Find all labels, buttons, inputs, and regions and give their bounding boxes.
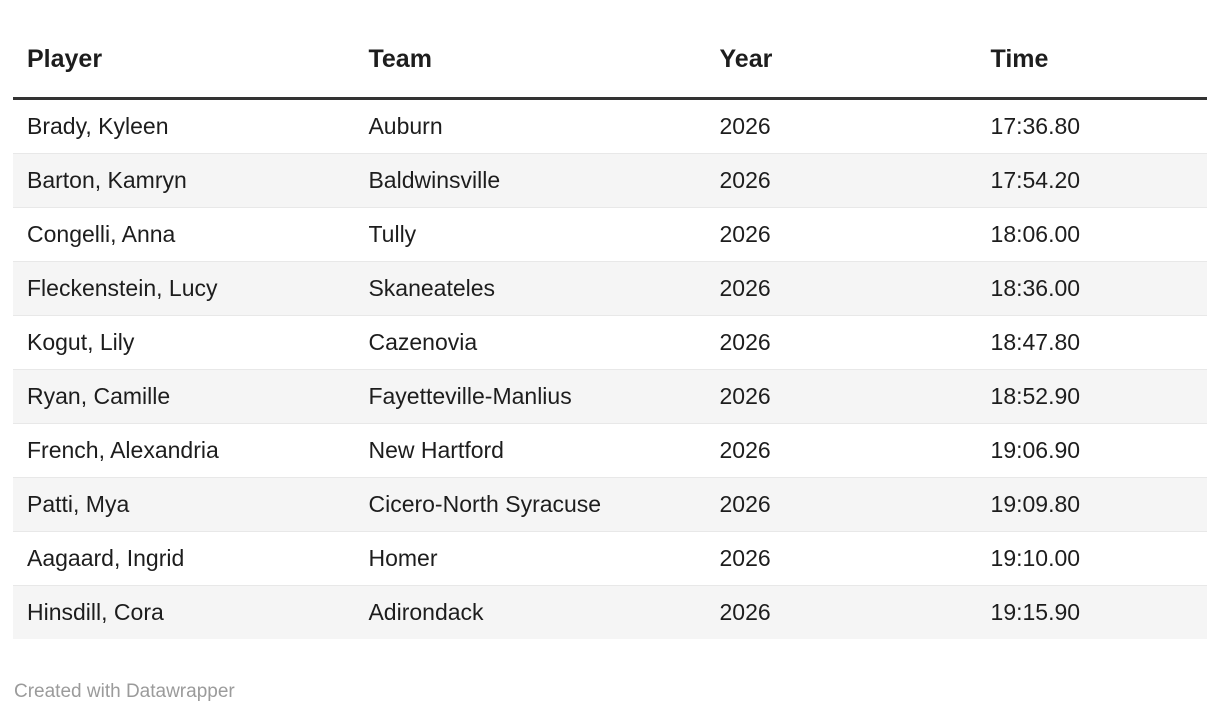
cell-player: Hinsdill, Cora — [13, 585, 355, 639]
table-row: Hinsdill, Cora Adirondack 2026 19:15.90 — [13, 585, 1207, 639]
table-row: Barton, Kamryn Baldwinsville 2026 17:54.20 — [13, 153, 1207, 208]
cell-player: Aagaard, Ingrid — [13, 531, 355, 586]
cell-player: Fleckenstein, Lucy — [13, 261, 355, 316]
cell-team: Tully — [354, 207, 706, 262]
table-row: Kogut, Lily Cazenovia 2026 18:47.80 — [13, 315, 1207, 370]
cell-player: Patti, Mya — [13, 477, 355, 532]
cell-time: 18:47.80 — [976, 315, 1207, 370]
cell-time: 19:15.90 — [976, 585, 1207, 639]
column-header-player: Player — [13, 30, 355, 100]
cell-year: 2026 — [705, 423, 977, 478]
cell-time: 19:10.00 — [976, 531, 1207, 586]
cell-year: 2026 — [705, 261, 977, 316]
cell-time: 19:09.80 — [976, 477, 1207, 532]
table-row: Brady, Kyleen Auburn 2026 17:36.80 — [13, 98, 1207, 154]
cell-player: Brady, Kyleen — [27, 113, 169, 139]
cell-year: 2026 — [705, 477, 977, 532]
cell-team: New Hartford — [354, 423, 706, 478]
cell-player: French, Alexandria — [13, 423, 355, 478]
table-row: Fleckenstein, Lucy Skaneateles 2026 18:36.0… — [13, 261, 1207, 316]
cell-team: Skaneateles — [354, 261, 706, 316]
cell-time: 19:06.90 — [976, 423, 1207, 478]
cell-time: 18:52.90 — [976, 369, 1207, 424]
cell-year: 2026 — [705, 315, 977, 370]
results-table: Player Team Year Time Brady, Kyleen Aubur… — [13, 30, 1207, 639]
table-row: Ryan, Camille Fayetteville-Manlius 2026 18:… — [13, 369, 1207, 424]
table-header: Player Team Year Time — [13, 30, 1207, 100]
table-body: Brady, Kyleen Auburn 2026 17:36.80 Barton, K… — [13, 98, 1207, 639]
cell-year: 2026 — [705, 531, 977, 586]
cell-time: 17:54.20 — [976, 153, 1207, 208]
cell-year: 2026 — [719, 113, 771, 139]
cell-team: Cazenovia — [354, 315, 706, 370]
table-row: French, Alexandria New Hartford 2026 19:06.… — [13, 423, 1207, 478]
cell-time: 18:36.00 — [976, 261, 1207, 316]
cell-team: Adirondack — [354, 585, 706, 639]
cell-year: 2026 — [705, 369, 977, 424]
cell-time: 17:36.80 — [990, 113, 1081, 139]
cell-team: Fayetteville-Manlius — [354, 369, 706, 424]
cell-player: Barton, Kamryn — [13, 153, 355, 208]
cell-year: 2026 — [705, 153, 977, 208]
cell-time: 18:06.00 — [976, 207, 1207, 262]
cell-team: Baldwinsville — [354, 153, 706, 208]
table-row: Aagaard, Ingrid Homer 2026 19:10.00 — [13, 531, 1207, 586]
column-header-team: Team — [354, 30, 706, 100]
table-container: Player Team Year Time Brady, Kyleen Aubur… — [13, 30, 1207, 639]
table-row: Patti, Mya Cicero-North Syracuse 2026 19:09… — [13, 477, 1207, 532]
column-header-year: Year — [705, 30, 977, 100]
column-header-time: Time — [976, 30, 1207, 100]
cell-year: 2026 — [705, 207, 977, 262]
cell-team: Cicero-North Syracuse — [354, 477, 706, 532]
datawrapper-attribution[interactable]: Created with Datawrapper — [14, 681, 235, 702]
cell-team: Auburn — [368, 113, 443, 139]
header-row: Player Team Year Time — [13, 30, 1207, 100]
cell-team: Homer — [354, 531, 706, 586]
cell-player: Kogut, Lily — [13, 315, 355, 370]
cell-player: Congelli, Anna — [13, 207, 355, 262]
cell-player: Ryan, Camille — [13, 369, 355, 424]
table-row: Congelli, Anna Tully 2026 18:06.00 — [13, 207, 1207, 262]
cell-year: 2026 — [705, 585, 977, 639]
